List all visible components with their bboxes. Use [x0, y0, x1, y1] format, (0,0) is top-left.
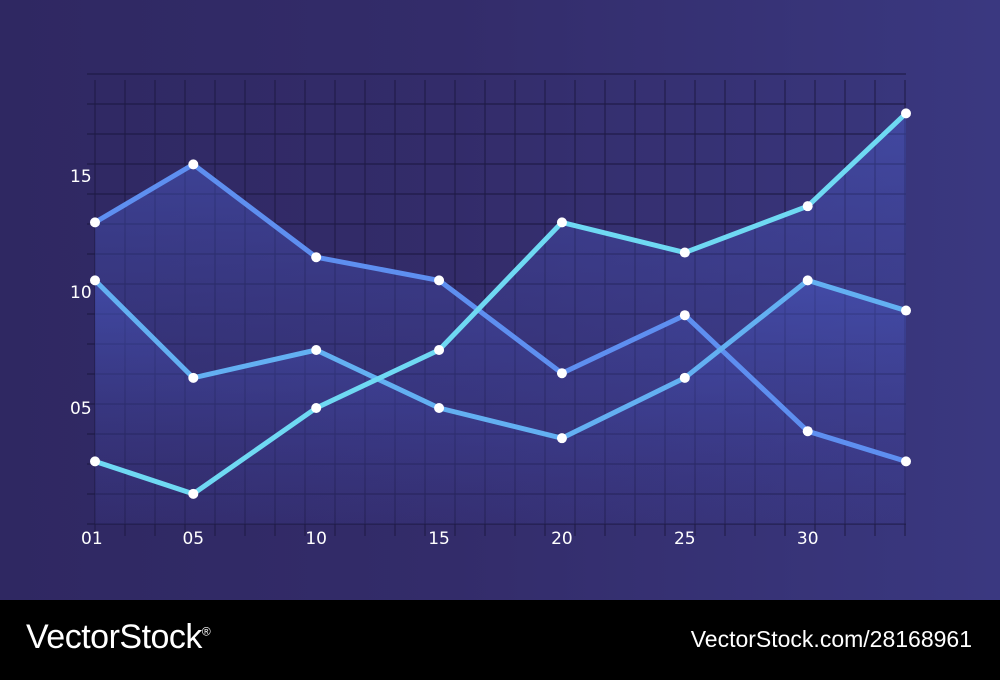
series-lines	[92, 110, 909, 497]
series-line-3	[92, 110, 909, 497]
x-tick-label: 01	[81, 529, 103, 549]
data-point-s1-3	[311, 252, 322, 263]
x-tick-label: 25	[674, 529, 696, 549]
y-tick-label: 10	[70, 283, 92, 303]
y-tick-label: 15	[70, 167, 92, 187]
data-point-s2-2	[188, 372, 199, 383]
data-point-s1-1	[90, 217, 100, 228]
x-tick-label: 05	[182, 529, 204, 549]
data-point-s3-1	[90, 456, 100, 467]
series-line-2	[92, 277, 909, 441]
data-point-s1-8	[901, 456, 911, 467]
image-reference: VectorStock.com/28168961	[690, 626, 972, 652]
data-point-s1-2	[188, 159, 199, 170]
data-point-s2-6	[679, 372, 690, 383]
series-line-1	[92, 161, 909, 464]
data-point-s1-6	[679, 310, 690, 321]
x-tick-label: 30	[797, 529, 819, 549]
data-point-s2-8	[901, 305, 911, 316]
data-point-s3-6	[679, 247, 690, 258]
y-tick-label: 05	[70, 399, 92, 419]
data-point-s1-7	[802, 426, 813, 437]
data-point-s3-5	[556, 217, 567, 228]
data-points	[90, 108, 911, 499]
watermark-bar: VectorStock® VectorStock.com/28168961	[0, 600, 1000, 680]
data-point-s2-4	[434, 403, 445, 413]
data-point-s1-5	[556, 368, 567, 379]
data-point-s3-2	[188, 488, 199, 499]
data-point-s3-8	[901, 108, 911, 119]
registered-mark: ®	[201, 624, 211, 639]
data-point-s2-7	[802, 275, 813, 286]
tick-labels: 01 05 10 15 20 25 30 05 10 15	[70, 167, 819, 549]
data-point-s2-3	[311, 345, 322, 355]
data-point-s2-1	[90, 275, 100, 286]
data-point-s1-4	[434, 275, 445, 286]
axes	[66, 280, 916, 556]
data-point-s3-7	[802, 201, 813, 212]
x-tick-label: 20	[551, 529, 573, 549]
line-chart: 01 05 10 15 20 25 30 05 10 15	[66, 73, 916, 556]
data-point-s2-5	[556, 433, 567, 444]
data-point-s3-4	[434, 345, 445, 355]
chart-area: 01 05 10 15 20 25 30 05 10 15	[0, 0, 1000, 600]
data-point-s3-3	[311, 403, 322, 413]
brand-logo: VectorStock®	[26, 618, 211, 657]
brand-name: VectorStock	[26, 618, 202, 656]
x-tick-label: 10	[305, 529, 327, 549]
x-tick-label: 15	[428, 529, 450, 549]
